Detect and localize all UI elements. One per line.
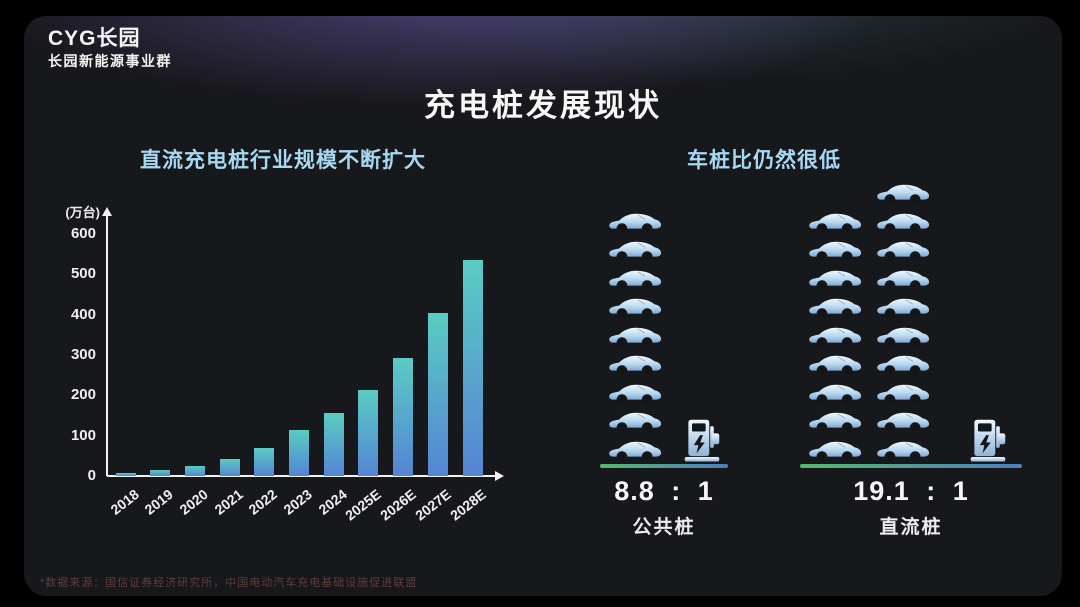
pictograph-public-piles <box>608 212 722 463</box>
slide: CYG长园 长园新能源事业群 充电桩发展现状 直流充电桩行业规模不断扩大 车桩比… <box>24 16 1062 596</box>
car-icon <box>876 297 930 320</box>
charging-pile-icon <box>682 417 722 462</box>
car-icon <box>608 212 662 235</box>
y-tick-label: 300 <box>70 346 96 363</box>
car-icon <box>876 212 930 235</box>
car-icon <box>608 240 662 263</box>
y-tick-label: 200 <box>70 386 96 404</box>
car-icon <box>608 297 662 320</box>
bar-chart: (万台) 0 100 200 300 400 500 600 2018 2019 2020 2021… <box>24 16 1062 596</box>
car-icon <box>808 269 862 292</box>
car-column <box>808 212 862 463</box>
bar-2026E <box>393 357 414 476</box>
bar-2021 <box>219 458 240 476</box>
bar-2023 <box>289 430 309 476</box>
y-axis-arrow-icon <box>102 207 112 216</box>
page-title: 充电桩发展现状 <box>424 88 662 123</box>
car-icon <box>608 383 662 406</box>
ratio-value-public: 8.8 : 1 <box>614 476 714 506</box>
y-axis <box>106 216 108 476</box>
car-icon <box>808 440 862 463</box>
y-tick-label: 100 <box>70 426 96 444</box>
car-stack <box>608 212 662 463</box>
car-icon <box>876 411 930 434</box>
pictograph-dc-piles <box>808 183 1008 462</box>
car-icon <box>876 183 930 206</box>
car-icon <box>808 411 862 434</box>
bar-2024 <box>323 412 344 476</box>
bar-2020 <box>184 465 205 476</box>
car-icon <box>876 440 930 463</box>
logo-brand: CYG长园 <box>48 27 141 50</box>
x-axis-arrow-icon <box>495 471 504 481</box>
bar-2022 <box>254 447 275 476</box>
y-tick-label: 400 <box>70 305 96 323</box>
ratio-label-dc: 直流桩 <box>879 517 943 538</box>
car-icon <box>808 297 862 320</box>
logo: CYG长园 长园新能源事业群 <box>48 26 172 70</box>
bar-2018 <box>115 473 136 476</box>
car-icon <box>808 240 862 263</box>
car-icon <box>808 354 862 377</box>
car-icon <box>608 411 662 434</box>
car-icon <box>876 240 930 263</box>
car-icon <box>876 326 930 349</box>
right-section-subtitle: 车桩比仍然很低 <box>687 149 841 172</box>
footnote-data-source: *数据来源：国信证券经济研究所，中国电动汽车充电基础设施促进联盟 <box>40 577 418 589</box>
y-tick-label: 500 <box>70 265 96 283</box>
x-axis <box>107 475 497 477</box>
car-column <box>608 212 662 463</box>
charging-pile-icon <box>968 417 1008 462</box>
car-icon <box>808 212 862 235</box>
car-stack <box>808 183 930 462</box>
car-icon <box>608 354 662 377</box>
ratio-value-dc: 19.1 : 1 <box>853 476 969 506</box>
ratio-underline <box>800 464 1022 468</box>
y-tick-label: 0 <box>87 467 96 484</box>
car-column <box>876 183 930 462</box>
bar-2025E <box>358 390 379 476</box>
car-icon <box>608 326 662 349</box>
bar-2028E <box>462 260 483 476</box>
y-tick-label: 600 <box>70 225 96 242</box>
left-section-subtitle: 直流充电桩行业规模不断扩大 <box>140 149 426 172</box>
car-icon <box>608 440 662 463</box>
ratio-underline <box>600 464 728 468</box>
bar-2019 <box>150 469 171 476</box>
logo-subbrand: 长园新能源事业群 <box>48 53 172 69</box>
y-axis-unit-label: (万台) <box>65 205 100 220</box>
car-icon <box>808 326 862 349</box>
bar-2027E <box>427 313 448 476</box>
car-icon <box>608 269 662 292</box>
car-icon <box>808 383 862 406</box>
car-icon <box>876 269 930 292</box>
car-icon <box>876 354 930 377</box>
ratio-label-public: 公共桩 <box>632 517 696 538</box>
car-icon <box>876 383 930 406</box>
